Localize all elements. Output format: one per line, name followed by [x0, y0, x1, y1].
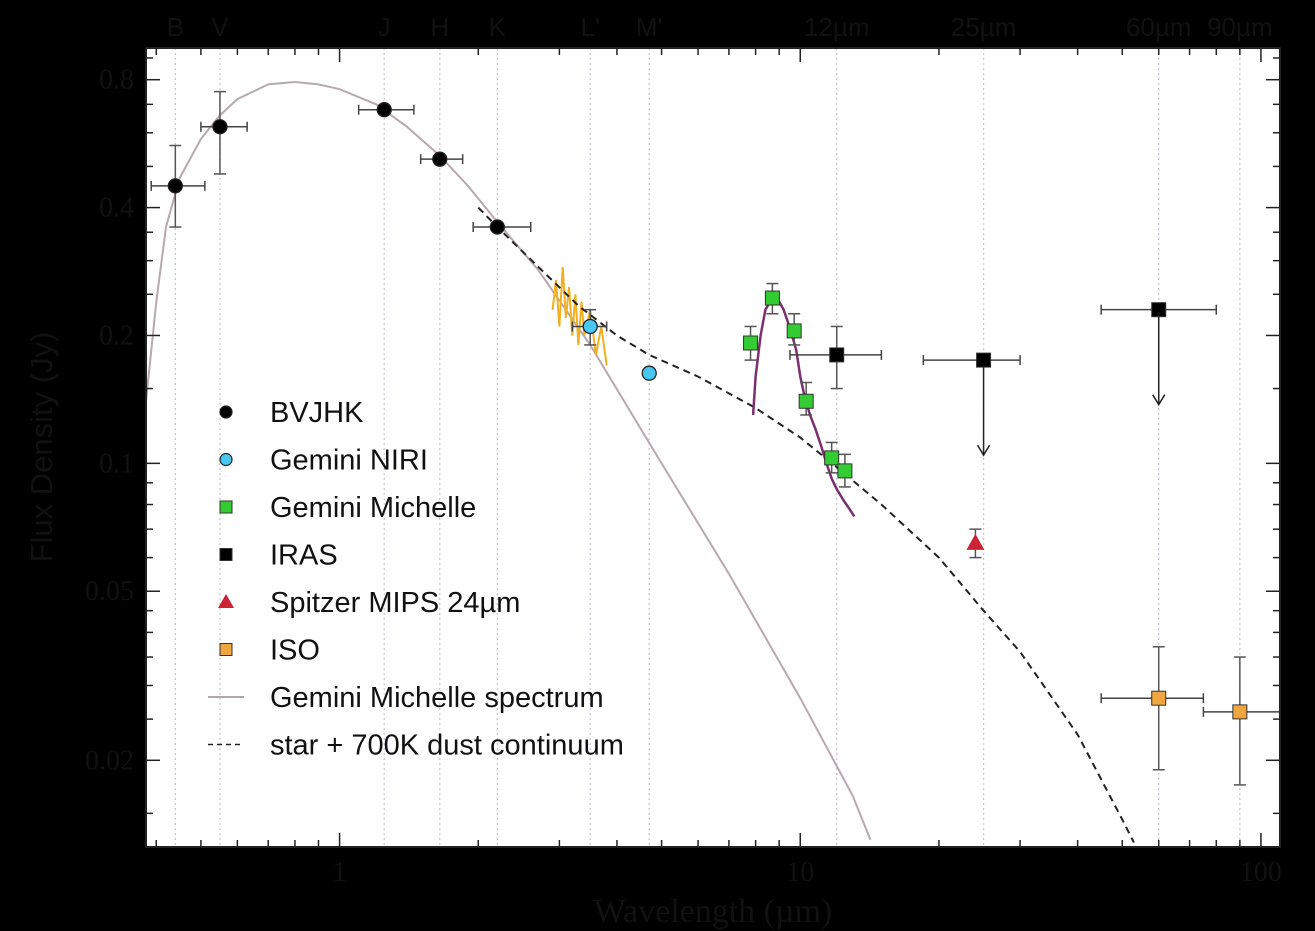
legend: BVJHK Gemini NIRI Gemini Michelle IRAS Spitz…	[208, 397, 624, 762]
iras-upper-limit-arrowhead	[976, 444, 991, 457]
michelle-spectrum-curve	[751, 296, 856, 518]
y-tick-label: 0.2	[99, 320, 134, 351]
y-tick-label: 0.02	[85, 745, 134, 776]
gemini-niri-point	[582, 318, 598, 335]
plot-background	[146, 48, 1280, 847]
band-label-b: B	[167, 12, 184, 42]
bvjhk-point	[167, 178, 183, 194]
gemini-michelle-point	[837, 463, 853, 479]
y-tick-label: 0.4	[99, 193, 134, 224]
band-label-j: J	[378, 12, 391, 42]
plot-frame	[145, 47, 1281, 848]
band-label-l: L'	[581, 12, 600, 42]
dust-continuum-curve	[477, 206, 1135, 844]
x-tick-label: 10	[786, 857, 814, 888]
gemini-michelle-point	[798, 393, 814, 409]
band-label-25um: 25µm	[951, 12, 1017, 42]
legend-iso-label: ISO	[270, 635, 320, 667]
bvjhk-point	[376, 102, 392, 118]
gemini-michelle-point	[786, 323, 802, 339]
gemini-michelle-point	[764, 290, 780, 306]
iras-point	[976, 352, 992, 368]
bvjhk-point	[212, 119, 228, 135]
y-axis-label: Flux Density (Jy)	[24, 332, 59, 563]
legend-bvjhk-label: BVJHK	[270, 397, 364, 429]
legend-iras-label: IRAS	[270, 540, 338, 572]
band-label-m: M'	[636, 12, 663, 42]
y-tick-label: 0.05	[85, 576, 134, 607]
legend-gemini-michelle-spectrum-label: Gemini Michelle spectrum	[270, 682, 604, 714]
gemini-michelle-point	[824, 450, 840, 466]
y-tick-label: 0.1	[99, 448, 134, 479]
band-label-12um: 12µm	[804, 12, 870, 42]
legend-spitzer-mips-24um-label: Spitzer MIPS 24µm	[270, 587, 520, 619]
spitzer-mips-24um-point	[966, 533, 985, 550]
iras-point	[1151, 302, 1167, 318]
photosphere-model-curve	[145, 80, 872, 841]
legend-iso-swatch	[219, 643, 233, 656]
legend-spitzer-mips-24um-swatch	[218, 594, 234, 608]
band-label-v: V	[211, 12, 229, 42]
iso-point	[1232, 704, 1248, 720]
legend-bvjhk-swatch	[219, 405, 233, 419]
model-curves	[145, 80, 1135, 844]
bvjhk-point	[432, 151, 448, 167]
legend-iras-swatch	[219, 548, 233, 561]
legend-gemini-michelle-swatch	[219, 500, 233, 514]
band-label-90um: 90µm	[1207, 12, 1273, 42]
gemini-niri-point	[641, 365, 657, 381]
iso-point	[1151, 690, 1167, 706]
legend-star-700k-dust-continuum-label: star + 700K dust continuum	[270, 730, 624, 762]
bvjhk-point	[489, 219, 505, 235]
iso-spectrum-curve	[551, 266, 608, 366]
legend-gemini-niri-swatch	[219, 452, 233, 467]
band-label-h: H	[430, 12, 449, 42]
data-points	[150, 90, 1281, 786]
band-label-60um: 60µm	[1126, 12, 1192, 42]
y-tick-label: 0.8	[99, 65, 134, 96]
legend-gemini-niri-label: Gemini NIRI	[270, 445, 428, 477]
band-label-k: K	[489, 12, 507, 42]
iras-point	[829, 347, 845, 363]
x-axis-label: Wavelength (µm)	[594, 893, 833, 930]
gemini-michelle-point	[743, 335, 759, 351]
iras-upper-limit-arrowhead	[1152, 394, 1166, 407]
legend-gemini-michelle-label: Gemini Michelle	[270, 492, 476, 524]
x-tick-label: 100	[1240, 857, 1282, 888]
x-tick-label: 1	[333, 857, 347, 888]
